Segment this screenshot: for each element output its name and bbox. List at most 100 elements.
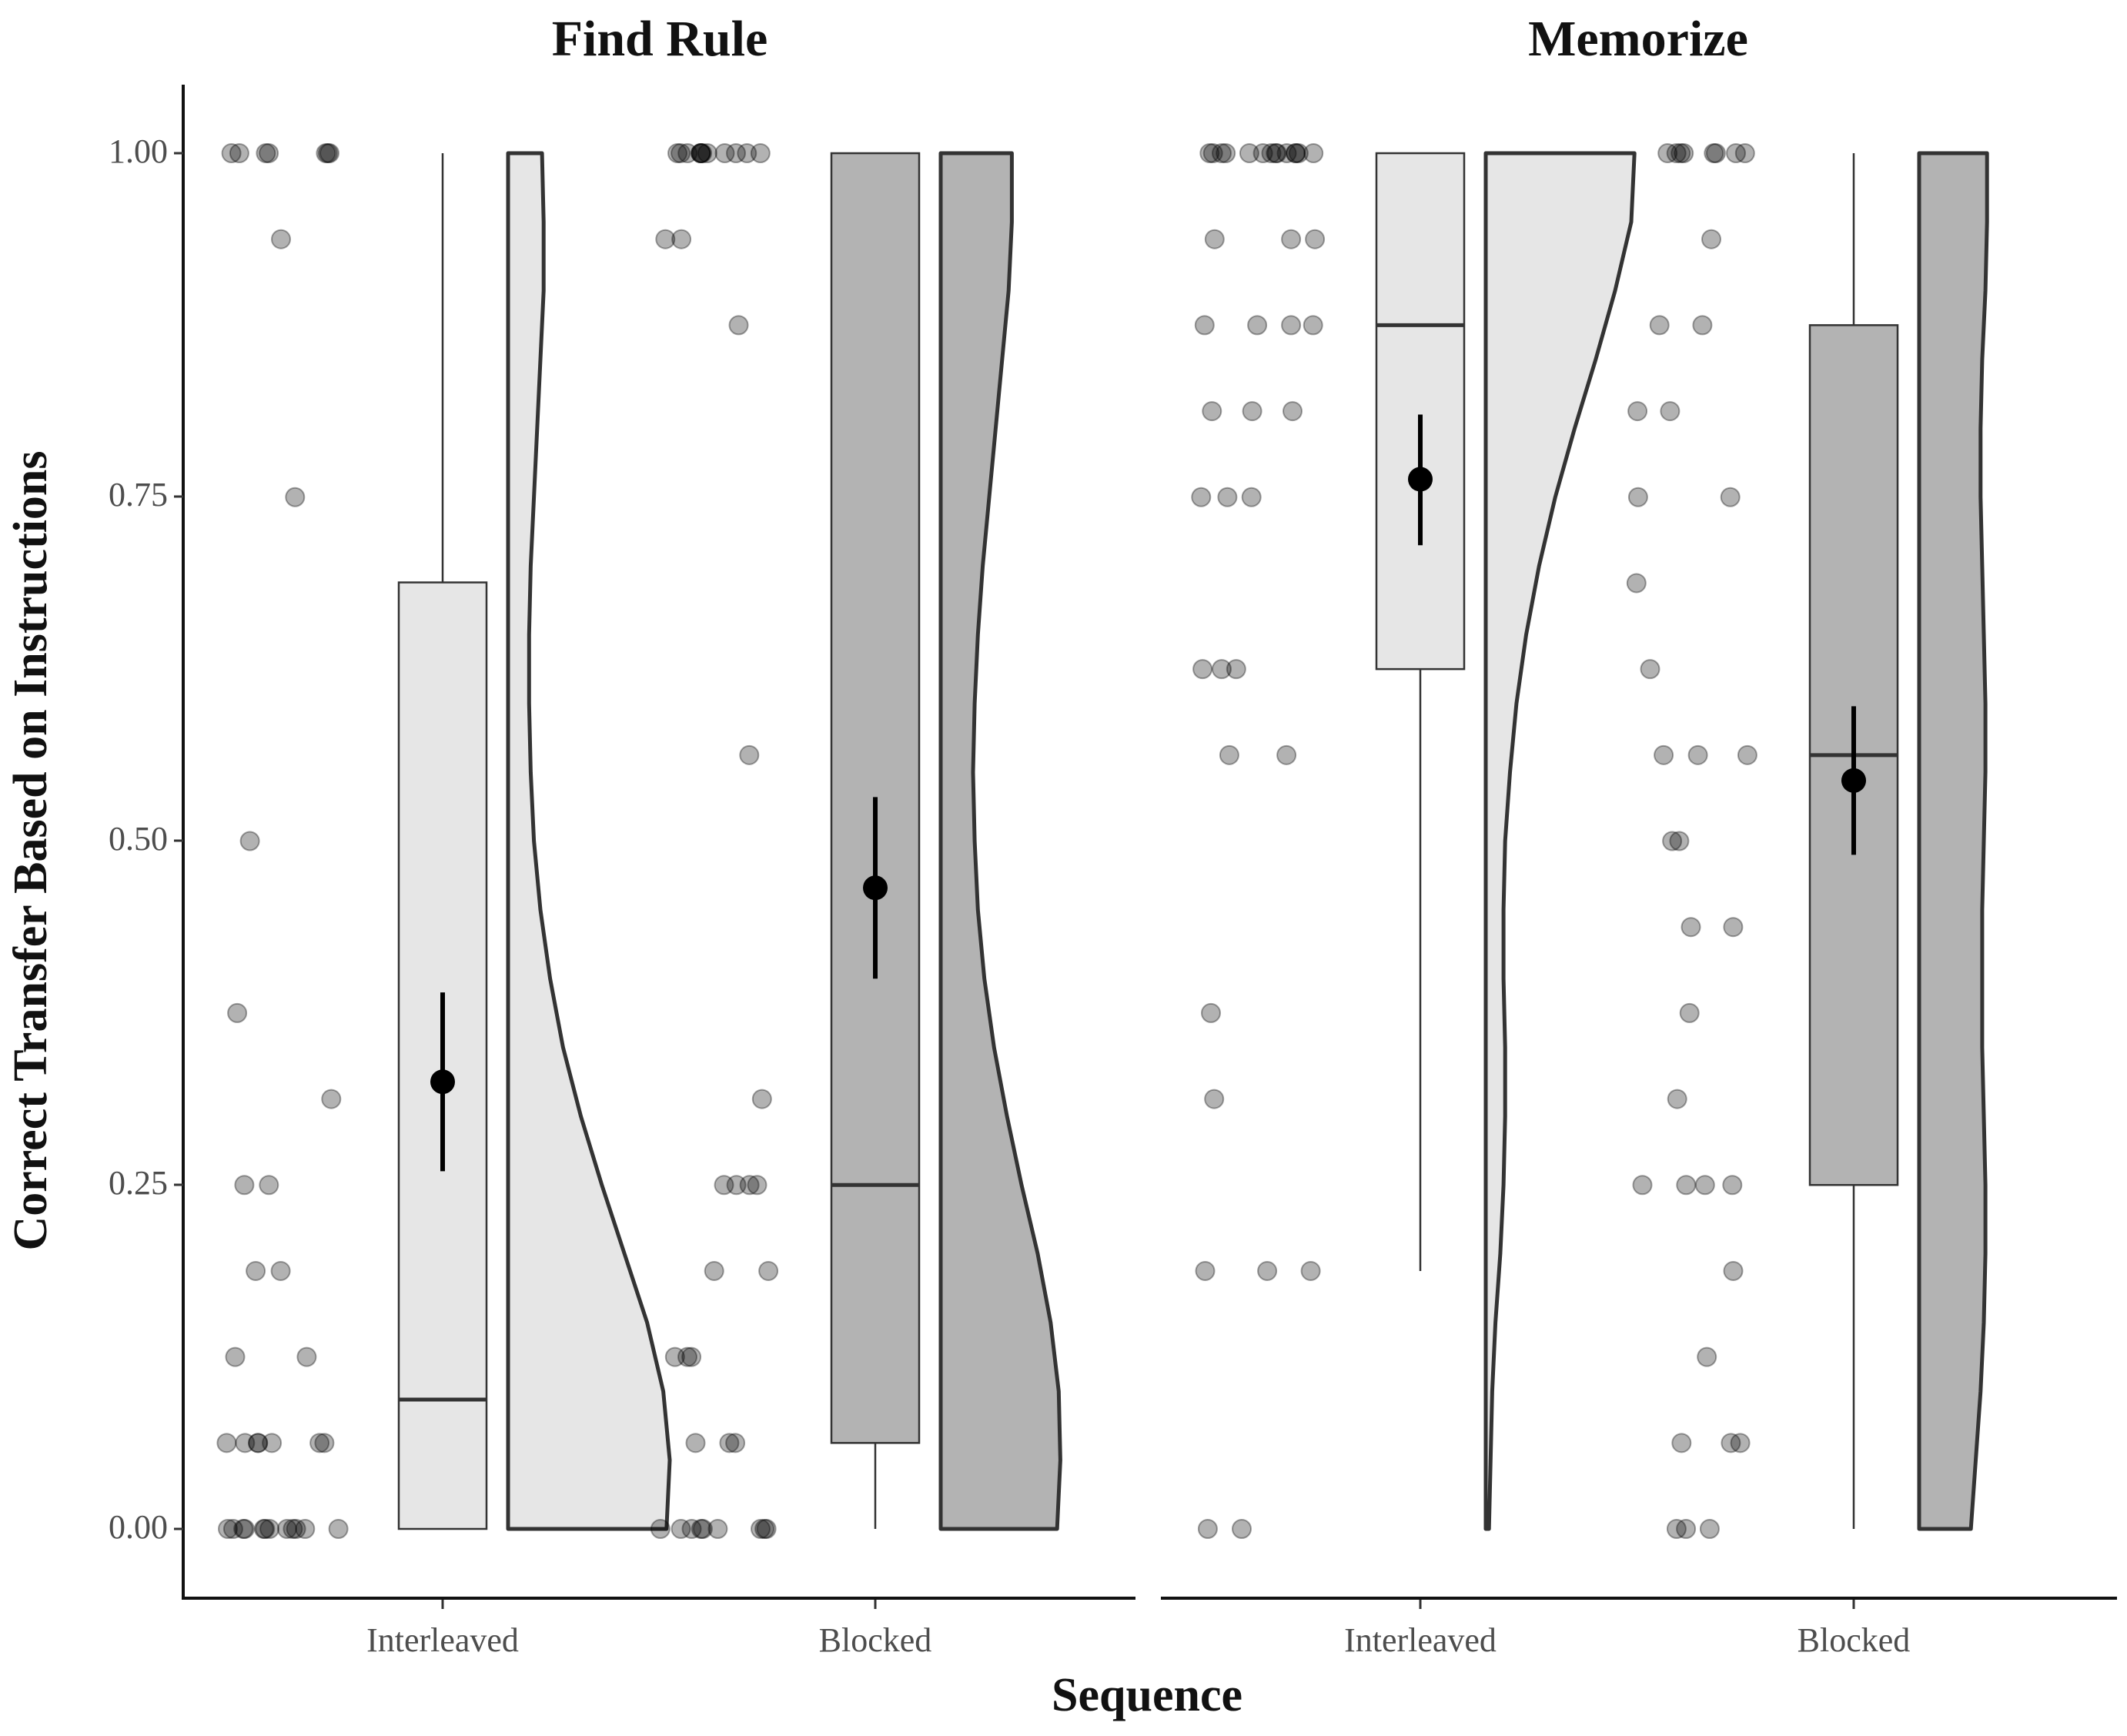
data-point-find-rule-blocked-12 bbox=[655, 229, 676, 249]
data-point-memorize-interleaved-29 bbox=[1212, 659, 1232, 680]
data-point-memorize-blocked-20 bbox=[1669, 831, 1690, 851]
data-point-memorize-interleaved-5 bbox=[1288, 143, 1309, 163]
data-point-find-rule-blocked-5 bbox=[691, 143, 711, 163]
data-point-memorize-blocked-19 bbox=[1687, 744, 1708, 765]
data-point-find-rule-blocked-1 bbox=[750, 143, 771, 163]
data-point-find-rule-blocked-33 bbox=[707, 1519, 728, 1539]
data-point-find-rule-blocked-24 bbox=[681, 1346, 702, 1367]
data-point-find-rule-interleaved-34 bbox=[328, 1519, 349, 1539]
data-point-memorize-interleaved-22 bbox=[1202, 401, 1222, 422]
data-point-find-rule-blocked-16 bbox=[751, 1089, 772, 1109]
data-point-memorize-blocked-23 bbox=[1723, 917, 1744, 938]
data-point-memorize-blocked-8 bbox=[1701, 229, 1721, 249]
data-point-memorize-blocked-5 bbox=[1704, 143, 1724, 163]
data-point-memorize-interleaved-20 bbox=[1281, 315, 1302, 336]
data-point-find-rule-interleaved-5 bbox=[229, 143, 249, 163]
data-point-find-rule-blocked-13 bbox=[671, 229, 692, 249]
x-tick-label-blocked-find-rule: Blocked bbox=[819, 1621, 932, 1659]
data-point-memorize-interleaved-38 bbox=[1197, 1519, 1218, 1539]
data-point-find-rule-blocked-3 bbox=[691, 143, 711, 163]
data-point-memorize-blocked-3 bbox=[1705, 143, 1726, 163]
data-point-memorize-blocked-12 bbox=[1627, 401, 1648, 422]
jitter-points-layer bbox=[216, 143, 1757, 1539]
data-point-find-rule-interleaved-3 bbox=[259, 143, 279, 163]
data-point-find-rule-blocked-14 bbox=[728, 315, 749, 336]
data-point-memorize-blocked-21 bbox=[1662, 831, 1683, 851]
data-point-memorize-interleaved-31 bbox=[1276, 744, 1297, 765]
y-tick-label-4: 1.00 bbox=[109, 132, 168, 170]
data-point-memorize-interleaved-1 bbox=[1252, 143, 1273, 163]
data-point-find-rule-interleaved-29 bbox=[283, 1519, 303, 1539]
data-point-find-rule-blocked-17 bbox=[747, 1175, 768, 1196]
data-point-find-rule-blocked-35 bbox=[650, 1519, 671, 1539]
data-point-find-rule-interleaved-27 bbox=[253, 1519, 274, 1539]
mean-point-find-rule-interleaved bbox=[430, 1069, 455, 1095]
data-point-find-rule-blocked-19 bbox=[726, 1175, 747, 1196]
x-tick-label-interleaved-memorize: Interleaved bbox=[1344, 1621, 1497, 1659]
data-point-find-rule-interleaved-32 bbox=[259, 1519, 280, 1539]
data-point-find-rule-blocked-0 bbox=[714, 143, 735, 163]
data-point-memorize-blocked-7 bbox=[1726, 143, 1746, 163]
facet-title-find-rule: Find Rule bbox=[552, 11, 768, 67]
density-find-rule-blocked bbox=[938, 151, 1062, 1531]
data-point-find-rule-interleaved-26 bbox=[276, 1519, 297, 1539]
data-point-memorize-blocked-1 bbox=[1666, 143, 1687, 163]
data-point-memorize-interleaved-8 bbox=[1202, 143, 1223, 163]
data-point-memorize-interleaved-33 bbox=[1204, 1089, 1225, 1109]
data-point-memorize-interleaved-7 bbox=[1303, 143, 1324, 163]
data-point-find-rule-interleaved-21 bbox=[314, 1433, 335, 1453]
data-point-memorize-interleaved-0 bbox=[1286, 143, 1306, 163]
data-point-memorize-blocked-14 bbox=[1627, 487, 1648, 507]
data-point-find-rule-interleaved-6 bbox=[256, 143, 276, 163]
data-point-find-rule-interleaved-11 bbox=[321, 1089, 342, 1109]
data-point-find-rule-interleaved-13 bbox=[234, 1175, 255, 1196]
data-point-find-rule-interleaved-31 bbox=[233, 1519, 254, 1539]
data-point-find-rule-blocked-29 bbox=[671, 1519, 691, 1539]
data-point-memorize-interleaved-10 bbox=[1266, 143, 1286, 163]
data-point-memorize-blocked-18 bbox=[1737, 744, 1757, 765]
data-point-memorize-blocked-33 bbox=[1730, 1433, 1751, 1453]
data-point-memorize-interleaved-6 bbox=[1216, 143, 1236, 163]
data-point-find-rule-blocked-30 bbox=[751, 1519, 771, 1539]
data-point-memorize-blocked-36 bbox=[1676, 1519, 1697, 1539]
mean-point-memorize-interleaved bbox=[1408, 467, 1433, 492]
data-point-memorize-interleaved-11 bbox=[1261, 143, 1282, 163]
data-point-memorize-interleaved-34 bbox=[1300, 1260, 1321, 1281]
x-axis-title: Sequence bbox=[1052, 1669, 1242, 1721]
data-point-find-rule-blocked-11 bbox=[726, 143, 746, 163]
data-point-memorize-blocked-2 bbox=[1734, 143, 1755, 163]
data-point-memorize-blocked-0 bbox=[1674, 143, 1694, 163]
data-point-find-rule-interleaved-25 bbox=[234, 1519, 255, 1539]
x-tick-label-blocked-memorize: Blocked bbox=[1798, 1621, 1911, 1659]
data-point-find-rule-interleaved-19 bbox=[248, 1433, 268, 1453]
data-point-find-rule-interleaved-7 bbox=[271, 229, 291, 249]
data-point-find-rule-blocked-4 bbox=[697, 143, 717, 163]
mean-point-find-rule-blocked bbox=[863, 875, 888, 901]
data-point-find-rule-interleaved-36 bbox=[286, 1519, 306, 1539]
data-point-memorize-blocked-15 bbox=[1626, 573, 1647, 594]
data-point-find-rule-interleaved-18 bbox=[248, 1433, 269, 1453]
data-point-find-rule-interleaved-22 bbox=[235, 1433, 256, 1453]
data-point-memorize-blocked-30 bbox=[1723, 1260, 1744, 1281]
y-tick-label-2: 0.50 bbox=[109, 820, 168, 858]
data-point-find-rule-interleaved-30 bbox=[222, 1519, 243, 1539]
data-point-memorize-blocked-25 bbox=[1667, 1089, 1687, 1109]
data-point-find-rule-interleaved-1 bbox=[319, 143, 339, 163]
data-point-memorize-interleaved-28 bbox=[1226, 659, 1246, 680]
data-point-find-rule-interleaved-16 bbox=[225, 1346, 246, 1367]
data-point-memorize-blocked-17 bbox=[1654, 744, 1674, 765]
x-tick-label-interleaved-find-rule: Interleaved bbox=[366, 1621, 519, 1659]
data-point-find-rule-interleaved-20 bbox=[216, 1433, 237, 1453]
data-point-find-rule-interleaved-33 bbox=[218, 1519, 238, 1539]
data-point-memorize-blocked-4 bbox=[1670, 143, 1691, 163]
density-memorize-blocked bbox=[1917, 151, 1989, 1531]
data-point-memorize-blocked-27 bbox=[1722, 1175, 1743, 1196]
data-point-memorize-blocked-32 bbox=[1671, 1433, 1692, 1453]
data-point-find-rule-interleaved-12 bbox=[259, 1175, 279, 1196]
data-point-memorize-blocked-34 bbox=[1721, 1433, 1741, 1453]
data-point-memorize-blocked-29 bbox=[1676, 1175, 1697, 1196]
data-point-memorize-blocked-31 bbox=[1697, 1346, 1717, 1367]
facet-title-memorize: Memorize bbox=[1528, 11, 1748, 67]
data-point-memorize-blocked-22 bbox=[1681, 917, 1701, 938]
data-point-memorize-interleaved-30 bbox=[1219, 744, 1239, 765]
